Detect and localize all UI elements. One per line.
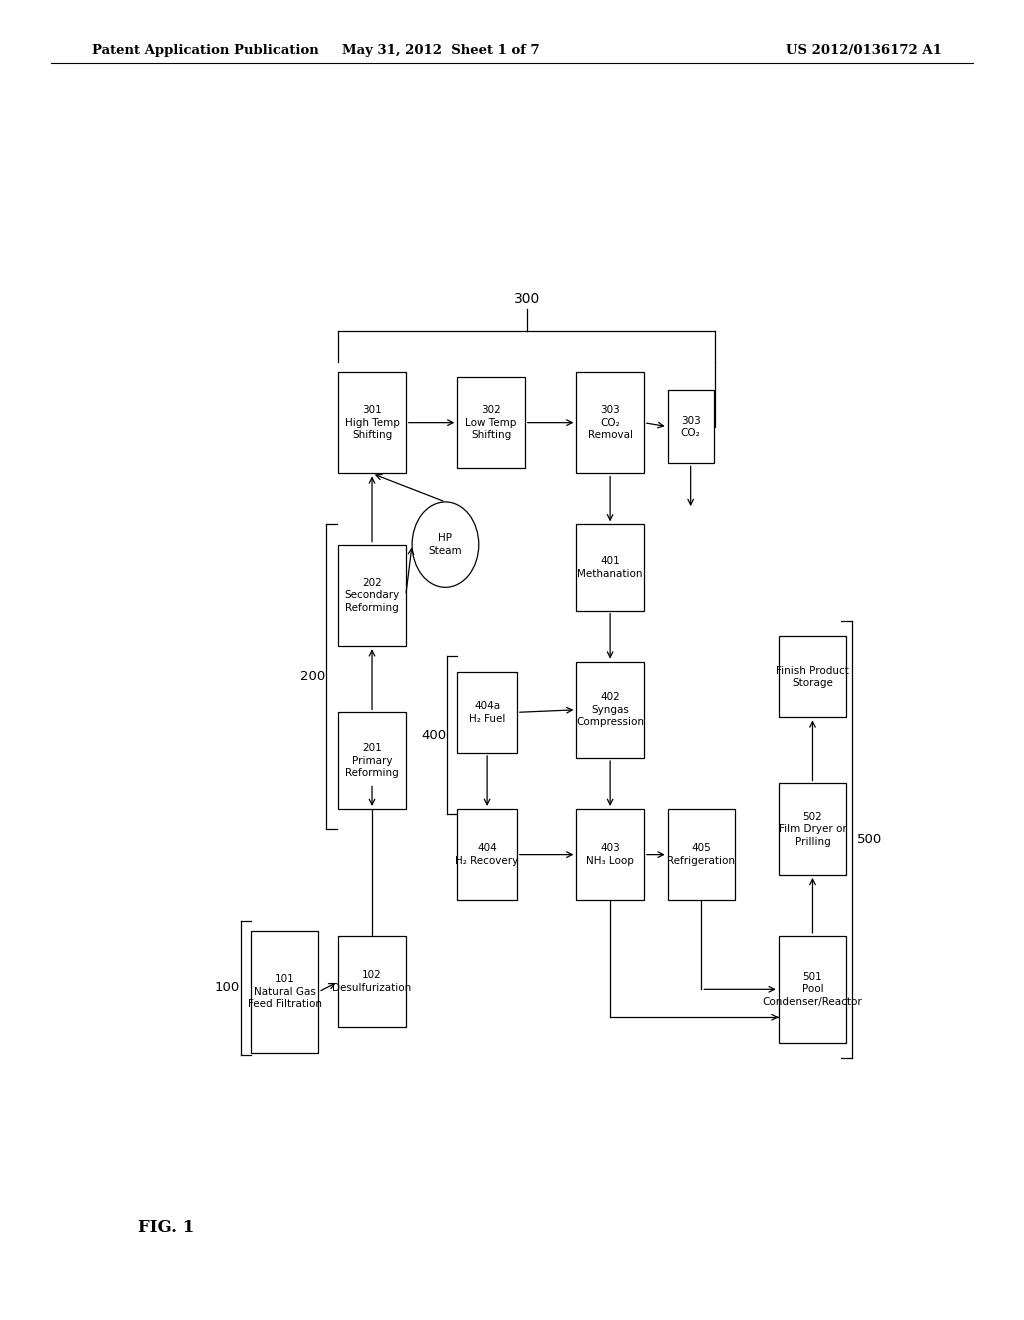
Bar: [458, 378, 524, 469]
Bar: [577, 661, 644, 758]
Text: HP
Steam: HP Steam: [429, 533, 462, 556]
Text: 202
Secondary
Reforming: 202 Secondary Reforming: [344, 578, 399, 612]
Text: 404
H₂ Recovery: 404 H₂ Recovery: [456, 843, 519, 866]
Bar: [338, 713, 406, 809]
Text: 102
Desulfurization: 102 Desulfurization: [333, 970, 412, 993]
Text: 501
Pool
Condenser/Reactor: 501 Pool Condenser/Reactor: [763, 972, 862, 1007]
Bar: [577, 809, 644, 900]
Bar: [577, 524, 644, 611]
Bar: [577, 372, 644, 474]
Bar: [251, 931, 318, 1053]
Bar: [668, 391, 714, 463]
Bar: [458, 809, 517, 900]
Text: 200: 200: [300, 671, 326, 684]
Text: US 2012/0136172 A1: US 2012/0136172 A1: [786, 44, 942, 57]
Text: 300: 300: [514, 292, 540, 306]
Text: 201
Primary
Reforming: 201 Primary Reforming: [345, 743, 399, 777]
Text: 403
NH₃ Loop: 403 NH₃ Loop: [586, 843, 634, 866]
Text: May 31, 2012  Sheet 1 of 7: May 31, 2012 Sheet 1 of 7: [342, 44, 539, 57]
Bar: [338, 545, 406, 647]
Bar: [778, 784, 846, 875]
Bar: [338, 936, 406, 1027]
Bar: [458, 672, 517, 752]
Bar: [338, 372, 406, 474]
Text: 402
Syngas
Compression: 402 Syngas Compression: [577, 693, 644, 727]
Text: 502
Film Dryer or
Prilling: 502 Film Dryer or Prilling: [778, 812, 847, 846]
Bar: [778, 936, 846, 1043]
Bar: [778, 636, 846, 718]
Text: 401
Methanation: 401 Methanation: [578, 556, 643, 578]
Text: 405
Refrigeration: 405 Refrigeration: [668, 843, 735, 866]
Text: 100: 100: [215, 981, 240, 994]
Text: 303
CO₂
Removal: 303 CO₂ Removal: [588, 405, 633, 440]
Text: 301
High Temp
Shifting: 301 High Temp Shifting: [345, 405, 399, 440]
Text: 500: 500: [857, 833, 882, 846]
Text: 303
CO₂: 303 CO₂: [681, 416, 700, 438]
Text: Finish Product
Storage: Finish Product Storage: [776, 665, 849, 688]
Text: 101
Natural Gas
Feed Filtration: 101 Natural Gas Feed Filtration: [248, 974, 322, 1010]
Text: 404a
H₂ Fuel: 404a H₂ Fuel: [469, 701, 505, 723]
Bar: [668, 809, 735, 900]
Text: 302
Low Temp
Shifting: 302 Low Temp Shifting: [465, 405, 517, 440]
Text: FIG. 1: FIG. 1: [138, 1220, 195, 1236]
Text: Patent Application Publication: Patent Application Publication: [92, 44, 318, 57]
Text: 400: 400: [421, 729, 446, 742]
